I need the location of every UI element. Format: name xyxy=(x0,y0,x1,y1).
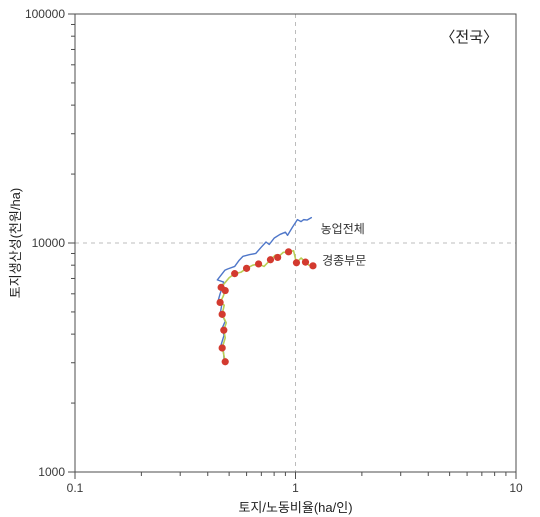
chart-svg: 0.1 1 10 1000 10000 100000 토지/노동비율(ha/인) 토지생산성(… xyxy=(0,0,540,517)
svg-text:10000: 10000 xyxy=(32,236,66,250)
svg-text:100000: 100000 xyxy=(25,7,65,21)
svg-text:1000: 1000 xyxy=(38,465,65,479)
svg-text:토지/노동비율(ha/인): 토지/노동비율(ha/인) xyxy=(238,500,352,515)
svg-text:10: 10 xyxy=(509,481,523,495)
svg-text:농업전체: 농업전체 xyxy=(321,222,365,236)
svg-text:〈전국〉: 〈전국〉 xyxy=(440,29,498,46)
svg-text:토지생산성(천원/ha): 토지생산성(천원/ha) xyxy=(8,188,23,298)
svg-text:0.1: 0.1 xyxy=(67,481,84,495)
svg-text:1: 1 xyxy=(292,481,299,495)
chart-container: 0.1 1 10 1000 10000 100000 토지/노동비율(ha/인) 토지생산성(… xyxy=(0,0,540,517)
svg-text:경종부문: 경종부문 xyxy=(322,253,366,267)
